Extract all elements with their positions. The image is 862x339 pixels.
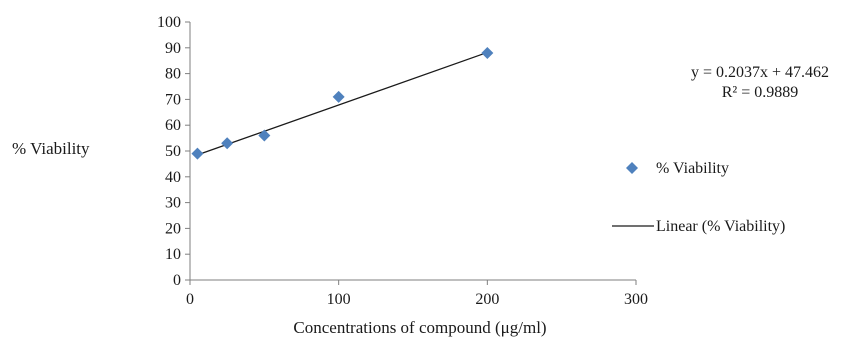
x-tick-label: 300	[624, 291, 648, 308]
y-tick-label: 80	[165, 66, 181, 83]
y-tick-label: 50	[165, 143, 181, 160]
x-tick-label: 100	[327, 291, 351, 308]
trendline-equation: y = 0.2037x + 47.462 R² = 0.9889	[691, 64, 829, 101]
legend-marker-diamond	[626, 162, 638, 174]
y-tick-label: 30	[165, 195, 181, 212]
legend-label-series: % Viability	[656, 160, 729, 177]
trendline-r-squared: R² = 0.9889	[722, 84, 799, 101]
data-point	[332, 90, 345, 103]
data-point	[221, 137, 234, 150]
x-tick-label: 200	[475, 291, 499, 308]
y-tick-label: 10	[165, 246, 181, 263]
y-tick-label: 70	[165, 91, 181, 108]
trendline-equation-text: y = 0.2037x + 47.462	[691, 64, 829, 81]
legend: % Viability Linear (% Viability)	[612, 160, 785, 235]
y-tick-label: 90	[165, 40, 181, 57]
y-axis-title: % Viability	[12, 139, 90, 158]
y-tick-label: 60	[165, 117, 181, 134]
y-tick-label: 20	[165, 220, 181, 237]
y-tick-label: 0	[173, 272, 181, 289]
legend-label-trendline: Linear (% Viability)	[656, 218, 785, 235]
plot-area	[189, 22, 636, 281]
x-tick-label: 0	[186, 291, 194, 308]
data-point	[191, 147, 204, 160]
data-point	[481, 46, 494, 59]
y-tick-label: 100	[157, 14, 181, 31]
data-point	[258, 129, 271, 142]
x-axis-title: Concentrations of compound (μg/ml)	[293, 318, 546, 337]
trendline	[197, 51, 488, 156]
axis-ticks: 0 10 20 30 40 50 60 70 80 90 100 0 100 200 300	[157, 14, 648, 308]
y-tick-label: 40	[165, 169, 181, 186]
